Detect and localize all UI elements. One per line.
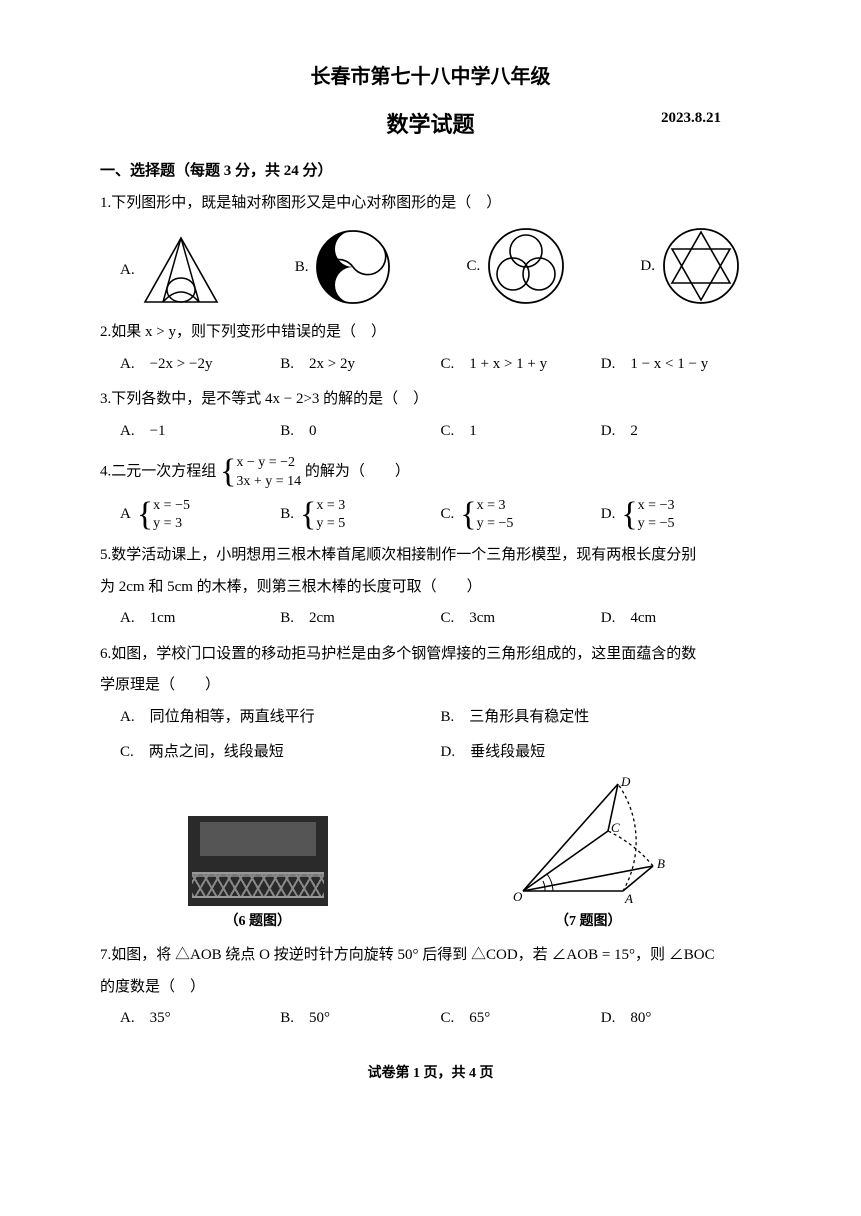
q4-D: D. { x = −3 y = −5 [601,497,761,533]
q3-options: A. −1 B. 0 C. 1 D. 2 [120,419,761,445]
label-B: B [657,856,665,871]
q4-C-l1: x = 3 [477,497,514,515]
q4-A-label: A [120,502,131,528]
q4-B-l2: y = 5 [316,515,345,533]
q6-fig-label: （6 题图） [188,910,328,934]
q1-opt-D: D. [640,226,741,306]
q5-line2: 为 2cm 和 5cm 的木棒，则第三根木棒的长度可取（ ） [100,575,761,601]
q6-q7-figures: （6 题图） O A B C D （7 题图） [100,776,761,934]
q4-D-l2: y = −5 [638,515,675,533]
question-1: 1.下列图形中，既是轴对称图形又是中心对称图形的是（ ） A. B. C. [100,191,761,307]
q6-D: D. 垂线段最短 [441,740,762,766]
q5-A: A. 1cm [120,606,280,632]
q7-figure: O A B C D （7 题图） [503,776,673,934]
q4-C: C. { x = 3 y = −5 [441,497,601,533]
brace-icon: { [220,457,236,488]
q6-options-cd: C. 两点之间，线段最短 D. 垂线段最短 [120,740,761,766]
question-4: 4.二元一次方程组 { x − y = −2 3x + y = 14 的解为（ … [100,454,761,533]
q4-eq2: 3x + y = 14 [236,473,301,491]
q6-B: B. 三角形具有稳定性 [441,705,762,731]
q6-A: A. 同位角相等，两直线平行 [120,705,441,731]
q1-B-label: B. [295,255,309,281]
q1-D-label: D. [640,254,655,280]
q3-text: 3.下列各数中，是不等式 4x − 2>3 的解的是（ ） [100,387,761,413]
q1-A-label: A. [120,258,135,284]
q5-C: C. 3cm [441,606,601,632]
q1-shape-A [141,234,221,306]
q6-figure: （6 题图） [188,816,328,934]
q6-options-ab: A. 同位角相等，两直线平行 B. 三角形具有稳定性 [120,705,761,731]
q2-C: C. 1 + x > 1 + y [441,352,601,378]
q7-line2: 的度数是（ ） [100,975,761,1001]
q1-opt-A: A. [120,234,221,306]
q6-line2: 学原理是（ ） [100,673,761,699]
q4-prefix: 4.二元一次方程组 [100,464,216,480]
q4-options: A { x = −5 y = 3 B. { x = 3 y = 5 C. { x… [120,497,761,533]
q2-B: B. 2x > 2y [280,352,440,378]
q7-line1: 7.如图，将 △AOB 绕点 O 按逆时针方向旋转 50° 后得到 △COD，若… [100,943,761,969]
q4-A: A { x = −5 y = 3 [120,497,280,533]
q5-B: B. 2cm [280,606,440,632]
question-7: 7.如图，将 △AOB 绕点 O 按逆时针方向旋转 50° 后得到 △COD，若… [100,943,761,1032]
q5-options: A. 1cm B. 2cm C. 3cm D. 4cm [120,606,761,632]
q7-diagram: O A B C D [503,776,673,906]
q4-C-label: C. [441,502,455,528]
q4-system: { x − y = −2 3x + y = 14 [220,454,301,490]
q7-C: C. 65° [441,1006,601,1032]
q4-B-l1: x = 3 [316,497,345,515]
q2-D: D. 1 − x < 1 − y [601,352,761,378]
q7-fig-label: （7 题图） [503,910,673,934]
q4-B: B. { x = 3 y = 5 [280,497,440,533]
question-6: 6.如图，学校门口设置的移动拒马护栏是由多个钢管焊接的三角形组成的，这里面蕴含的… [100,642,761,934]
q7-B: B. 50° [280,1006,440,1032]
q2-A: A. −2x > −2y [120,352,280,378]
question-3: 3.下列各数中，是不等式 4x − 2>3 的解的是（ ） A. −1 B. 0… [100,387,761,444]
q4-D-l1: x = −3 [638,497,675,515]
q4-B-label: B. [280,502,294,528]
q3-B: B. 0 [280,419,440,445]
q4-suffix: 的解为（ ） [305,464,410,480]
q1-shape-B [314,228,392,306]
q4-text: 4.二元一次方程组 { x − y = −2 3x + y = 14 的解为（ … [100,454,761,490]
label-A: A [624,891,633,906]
q3-A: A. −1 [120,419,280,445]
label-O: O [513,889,523,904]
exam-date: 2023.8.21 [661,106,721,132]
q3-D: D. 2 [601,419,761,445]
q6-C: C. 两点之间，线段最短 [120,740,441,766]
question-2: 2.如果 x > y，则下列变形中错误的是（ ） A. −2x > −2y B.… [100,320,761,377]
q1-opt-C: C. [467,226,567,306]
q1-shape-C [486,226,566,306]
q4-eq1: x − y = −2 [236,454,301,472]
q1-options: A. B. C. [120,226,741,306]
q7-options: A. 35° B. 50° C. 65° D. 80° [120,1006,761,1032]
q1-shape-D [661,226,741,306]
subject-title: 数学试题 [386,106,474,143]
q1-opt-B: B. [295,228,393,306]
q4-A-l2: y = 3 [153,515,190,533]
q1-text: 1.下列图形中，既是轴对称图形又是中心对称图形的是（ ） [100,191,761,217]
section-1-title: 一、选择题（每题 3 分，共 24 分） [100,159,761,185]
q7-D: D. 80° [601,1006,761,1032]
q6-line1: 6.如图，学校门口设置的移动拒马护栏是由多个钢管焊接的三角形组成的，这里面蕴含的… [100,642,761,668]
q4-C-l2: y = −5 [477,515,514,533]
q2-text: 2.如果 x > y，则下列变形中错误的是（ ） [100,320,761,346]
q5-line1: 5.数学活动课上，小明想用三根木棒首尾顺次相接制作一个三角形模型，现有两根长度分… [100,543,761,569]
school-header: 长春市第七十八中学八年级 [100,60,761,94]
q1-C-label: C. [467,254,481,280]
q5-D: D. 4cm [601,606,761,632]
fence-photo [188,816,328,906]
q7-A: A. 35° [120,1006,280,1032]
subtitle-row: 数学试题 2023.8.21 [100,106,761,143]
q3-C: C. 1 [441,419,601,445]
label-C: C [611,820,620,835]
page-footer: 试卷第 1 页，共 4 页 [100,1062,761,1086]
q4-A-l1: x = −5 [153,497,190,515]
question-5: 5.数学活动课上，小明想用三根木棒首尾顺次相接制作一个三角形模型，现有两根长度分… [100,543,761,632]
q4-D-label: D. [601,502,616,528]
q2-options: A. −2x > −2y B. 2x > 2y C. 1 + x > 1 + y… [120,352,761,378]
label-D: D [620,776,631,789]
